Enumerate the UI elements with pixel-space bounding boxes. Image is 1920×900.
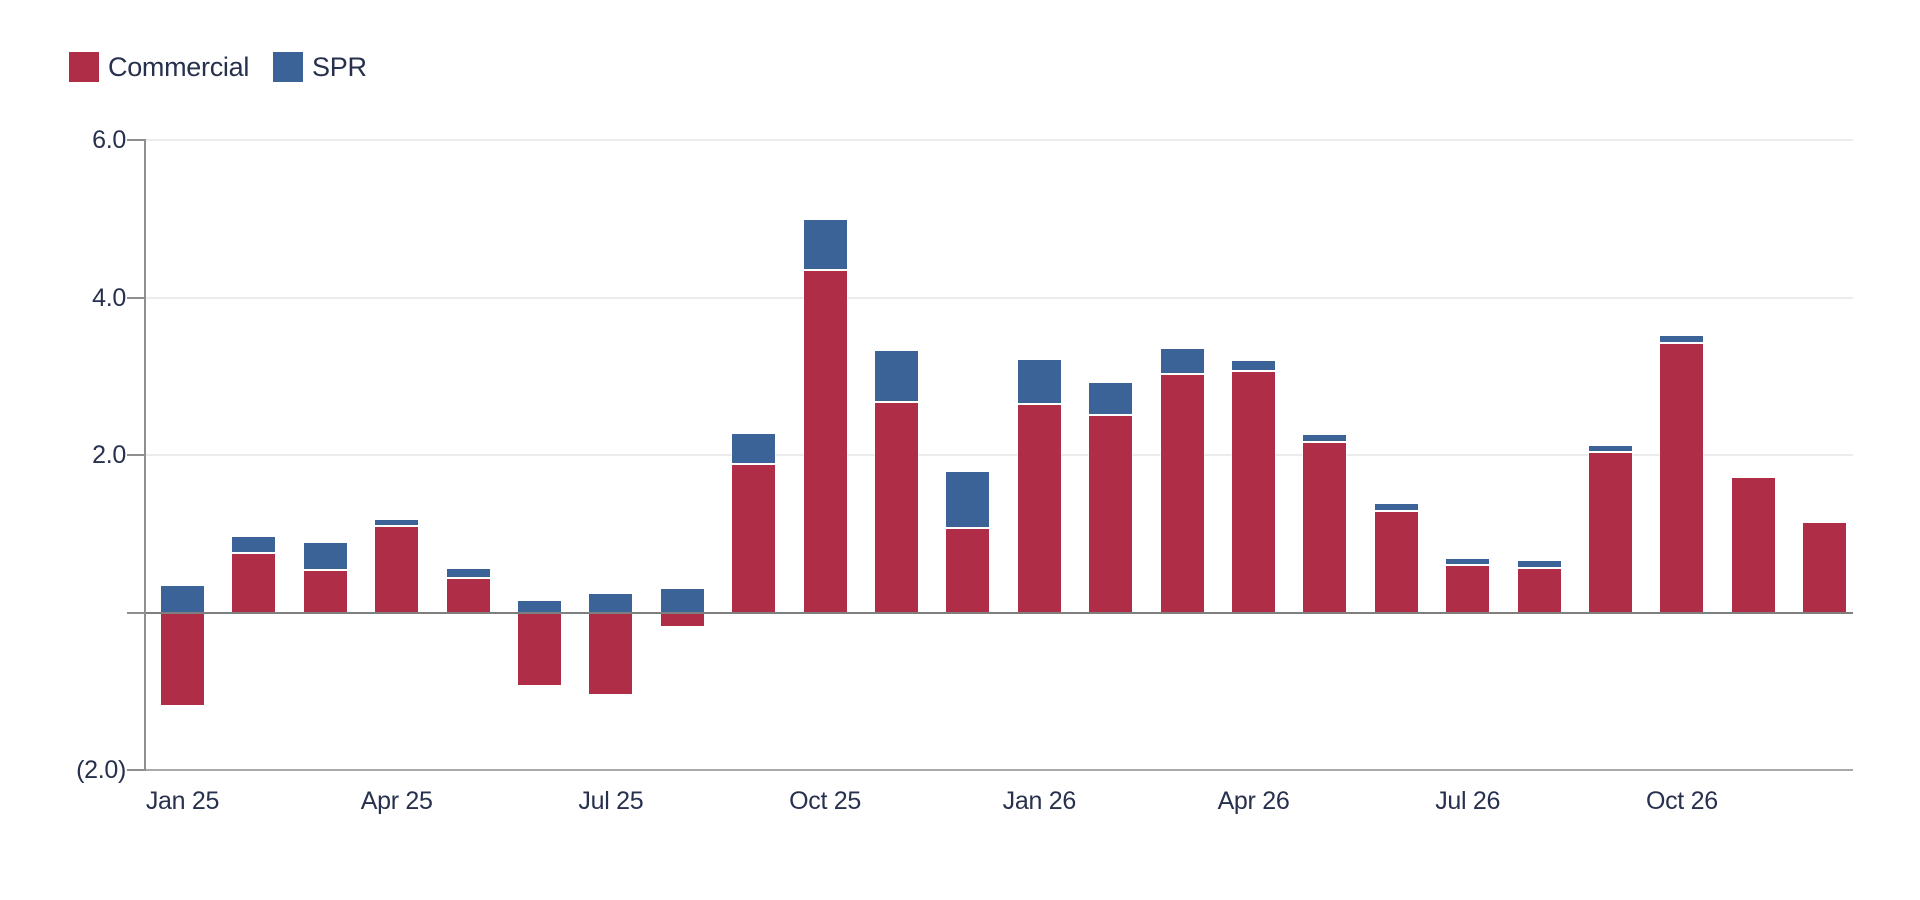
legend-label-commercial: Commercial [108,52,250,82]
bar-aug-25-spr[interactable] [660,588,704,613]
bar-may-26-spr[interactable] [1303,434,1347,442]
bar-jul-26-commercial[interactable] [1446,566,1490,613]
y-tick-label: 4.0 [92,283,126,312]
bar-apr-26-commercial[interactable] [1232,372,1275,613]
x-tick-label: Jul 26 [1435,787,1501,815]
bar-oct-25-spr[interactable] [803,219,847,269]
x-tick-label: Oct 26 [1645,787,1718,815]
bar-sep-26-spr[interactable] [1589,446,1632,451]
bar-mar-26-spr[interactable] [1160,349,1204,373]
bar-nov-25-spr[interactable] [875,351,918,402]
bar-apr-25-commercial[interactable] [375,526,419,613]
bar-may-25-commercial[interactable] [446,578,490,613]
bar-aug-25-commercial[interactable] [660,612,704,626]
bar-oct-26-spr[interactable] [1660,336,1704,342]
bar-mar-26-commercial[interactable] [1160,374,1204,613]
y-tick-mark [127,296,145,299]
x-axis-baseline [145,769,1853,771]
bar-oct-25-commercial[interactable] [803,270,847,613]
bar-mar-25-spr[interactable] [303,543,347,569]
bar-dec-25-commercial[interactable] [946,529,990,613]
bar-jul-25-spr[interactable] [589,594,633,613]
legend-label-spr: SPR [312,52,367,82]
bar-feb-26-spr[interactable] [1089,383,1133,414]
zero-gridline [145,611,1853,614]
bar-mar-25-commercial[interactable] [303,570,347,613]
bar-jan-26-commercial[interactable] [1017,405,1061,613]
x-tick-label: Apr 26 [1217,787,1290,815]
bar-nov-25-commercial[interactable] [875,403,918,613]
bar-jun-25-spr[interactable] [518,601,561,613]
x-tick-label: Oct 25 [789,787,862,815]
bar-sep-25-spr[interactable] [732,433,776,464]
bar-jul-25-commercial[interactable] [589,612,633,694]
bar-aug-26-commercial[interactable] [1517,569,1561,613]
bar-apr-26-spr[interactable] [1232,360,1275,371]
bar-jun-26-commercial[interactable] [1374,511,1418,613]
bar-nov-26-commercial[interactable] [1731,477,1775,613]
bar-feb-25-spr[interactable] [232,536,276,553]
bar-dec-25-spr[interactable] [946,471,990,528]
bar-feb-26-commercial[interactable] [1089,415,1133,613]
x-tick-label: Jan 26 [1002,787,1077,815]
x-tick-label: Jan 25 [145,787,220,815]
bar-feb-25-commercial[interactable] [232,554,276,613]
bar-may-25-spr[interactable] [446,569,490,577]
bar-apr-25-spr[interactable] [375,519,419,525]
gridline [145,139,1853,141]
bar-dec-26-commercial[interactable] [1803,522,1847,613]
bar-sep-26-commercial[interactable] [1589,452,1632,613]
bar-jul-26-spr[interactable] [1446,558,1490,565]
y-tick-label: (2.0) [76,756,126,784]
bar-jun-26-spr[interactable] [1374,503,1418,510]
y-tick-mark [127,454,145,456]
gridline [145,454,1853,456]
bar-oct-26-commercial[interactable] [1660,343,1704,613]
y-tick-label: 2.0 [92,441,126,469]
bar-jan-25-spr[interactable] [161,585,204,613]
legend: Commercial SPR [69,52,367,82]
spr-swatch-icon [273,52,304,82]
x-tick-label: Apr 25 [360,787,433,815]
y-tick-label: 6.0 [92,126,126,154]
bar-sep-25-commercial[interactable] [732,465,776,613]
gridline [145,296,1853,299]
y-tick-mark [127,769,145,771]
bar-may-26-commercial[interactable] [1303,443,1347,613]
commercial-swatch-icon [69,52,99,82]
bar-jan-26-spr[interactable] [1017,359,1061,404]
bar-jun-25-commercial[interactable] [518,612,561,685]
y-tick-mark [127,611,145,614]
bar-aug-26-spr[interactable] [1517,560,1561,568]
bar-jan-25-commercial[interactable] [161,612,204,706]
y-tick-mark [127,139,145,141]
legend-item-spr[interactable]: SPR [273,52,367,82]
y-axis-line [144,139,146,771]
x-tick-label: Jul 25 [578,787,644,815]
legend-item-commercial[interactable]: Commercial [69,52,249,82]
